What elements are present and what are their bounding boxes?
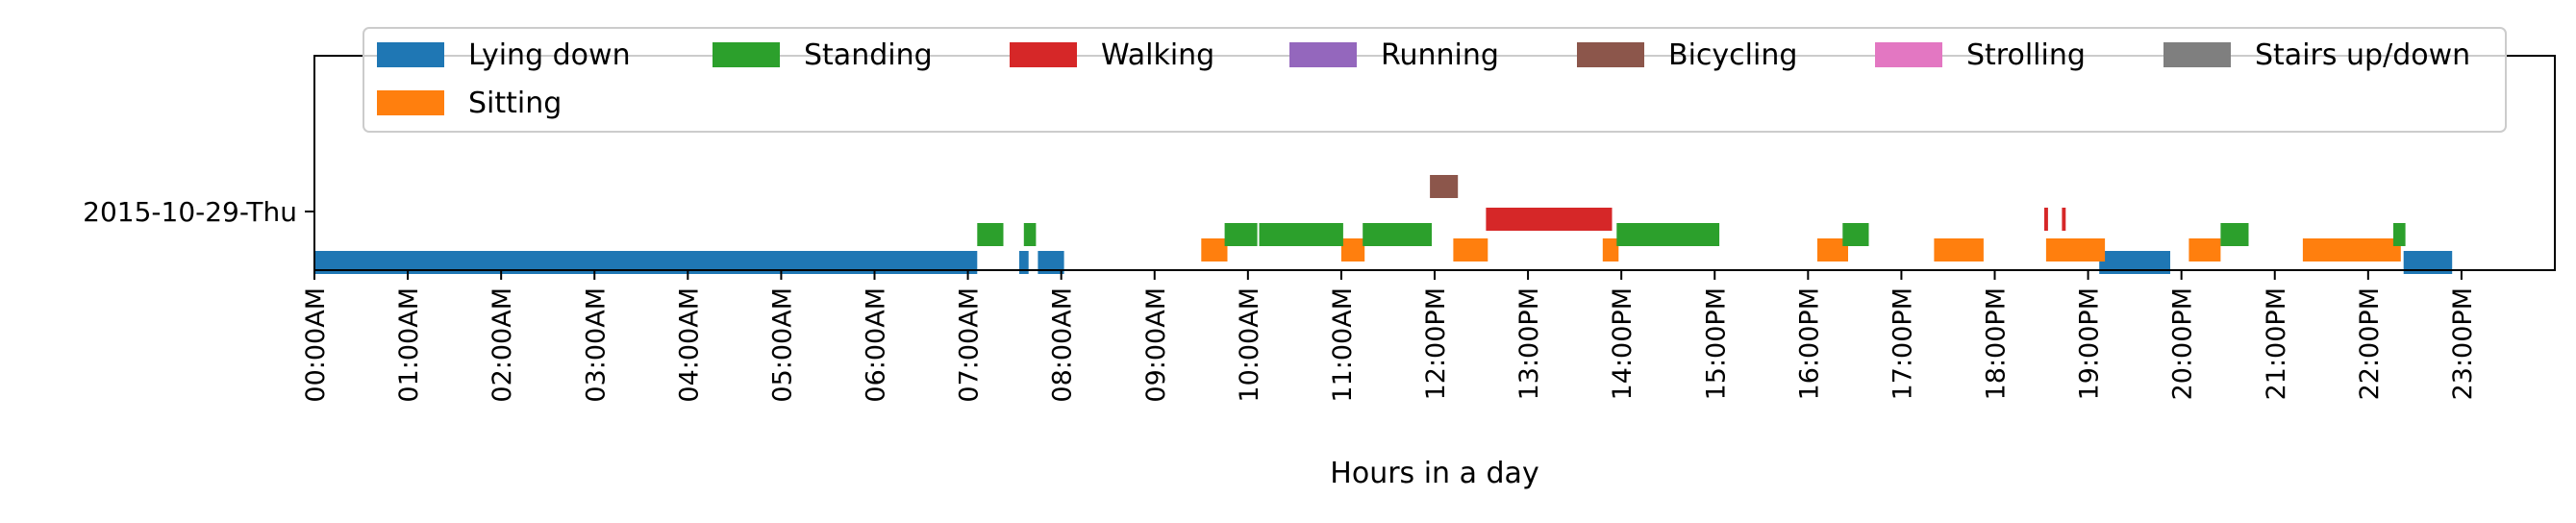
bar-sitting-7 xyxy=(2188,238,2221,262)
x-tick-label: 12:00PM xyxy=(1421,287,1451,400)
bar-bicycling-0 xyxy=(1430,175,1459,198)
legend-swatch-strolling xyxy=(1875,42,1942,67)
x-tick-label: 18:00PM xyxy=(1982,287,2012,400)
bar-sitting-5 xyxy=(1934,238,1984,262)
legend-label-sitting: Sitting xyxy=(468,87,562,120)
bar-sitting-1 xyxy=(1340,238,1365,262)
legend-swatch-lying-down xyxy=(377,42,444,67)
bar-standing-3 xyxy=(1259,223,1343,246)
x-tick-label: 11:00AM xyxy=(1328,287,1358,403)
x-tick-label: 20:00PM xyxy=(2168,287,2198,400)
legend-label-lying-down: Lying down xyxy=(468,38,631,72)
legend-label-strolling: Strolling xyxy=(1966,38,2086,72)
bar-lying-down-1 xyxy=(1019,251,1029,274)
x-tick-label: 04:00AM xyxy=(674,287,704,403)
legend-swatch-sitting xyxy=(377,90,444,115)
bar-standing-6 xyxy=(1842,223,1869,246)
x-tick-label: 13:00PM xyxy=(1514,287,1544,400)
bar-standing-4 xyxy=(1363,223,1432,246)
x-tick-label: 10:00AM xyxy=(1235,287,1264,403)
legend-frame xyxy=(363,27,2507,133)
legend-swatch-walking xyxy=(1010,42,1077,67)
x-tick-label: 07:00AM xyxy=(955,287,985,403)
legend-swatch-bicycling xyxy=(1577,42,1644,67)
bar-standing-8 xyxy=(2393,223,2406,246)
legend: Lying down Sitting Standing Walking Running B… xyxy=(363,27,2507,133)
legend-swatch-standing xyxy=(713,42,780,67)
bar-walking-1 xyxy=(2044,208,2048,231)
x-tick-label: 03:00AM xyxy=(581,287,611,403)
x-tick-label: 15:00PM xyxy=(1701,287,1731,400)
x-tick-label: 02:00AM xyxy=(488,287,517,403)
x-axis: 00:00AM 01:00AM 02:00AM 03:00AM 04:00AM 05:00… xyxy=(301,270,2478,403)
bar-sitting-6 xyxy=(2045,238,2106,262)
y-tick-label: 2015-10-29-Thu xyxy=(83,196,297,228)
y-axis: 2015-10-29-Thu xyxy=(83,196,314,228)
bar-sitting-8 xyxy=(2302,238,2401,262)
x-tick-label: 05:00AM xyxy=(767,287,797,403)
bars-layer xyxy=(314,175,2453,274)
x-tick-label: 08:00AM xyxy=(1048,287,1078,403)
x-tick-label: 00:00AM xyxy=(301,287,331,403)
x-tick-label: 06:00AM xyxy=(862,287,891,403)
bar-standing-2 xyxy=(1224,223,1258,246)
x-tick-label: 22:00PM xyxy=(2355,287,2385,400)
legend-label-bicycling: Bicycling xyxy=(1668,38,1797,72)
x-tick-label: 23:00PM xyxy=(2448,287,2478,400)
x-tick-label: 09:00AM xyxy=(1141,287,1171,403)
legend-label-walking: Walking xyxy=(1101,38,1214,72)
bar-walking-0 xyxy=(1486,208,1613,231)
x-tick-label: 19:00PM xyxy=(2075,287,2105,400)
legend-label-stairs-up-down: Stairs up/down xyxy=(2255,38,2470,72)
bar-standing-1 xyxy=(1023,223,1037,246)
legend-label-standing: Standing xyxy=(804,38,933,72)
legend-label-running: Running xyxy=(1381,38,1499,72)
bar-walking-2 xyxy=(2062,208,2066,231)
x-axis-label: Hours in a day xyxy=(1330,457,1538,490)
legend-swatch-stairs-up-down xyxy=(2163,42,2231,67)
bar-standing-7 xyxy=(2220,223,2249,246)
x-tick-label: 21:00PM xyxy=(2262,287,2291,400)
x-tick-label: 16:00PM xyxy=(1794,287,1824,400)
legend-swatch-running xyxy=(1289,42,1357,67)
bar-sitting-3 xyxy=(1602,238,1619,262)
x-tick-label: 17:00PM xyxy=(1888,287,1917,400)
bar-sitting-2 xyxy=(1453,238,1488,262)
bar-standing-0 xyxy=(977,223,1004,246)
bar-standing-5 xyxy=(1616,223,1720,246)
bar-sitting-0 xyxy=(1201,238,1228,262)
x-tick-label: 01:00AM xyxy=(394,287,424,403)
x-tick-label: 14:00PM xyxy=(1608,287,1638,400)
